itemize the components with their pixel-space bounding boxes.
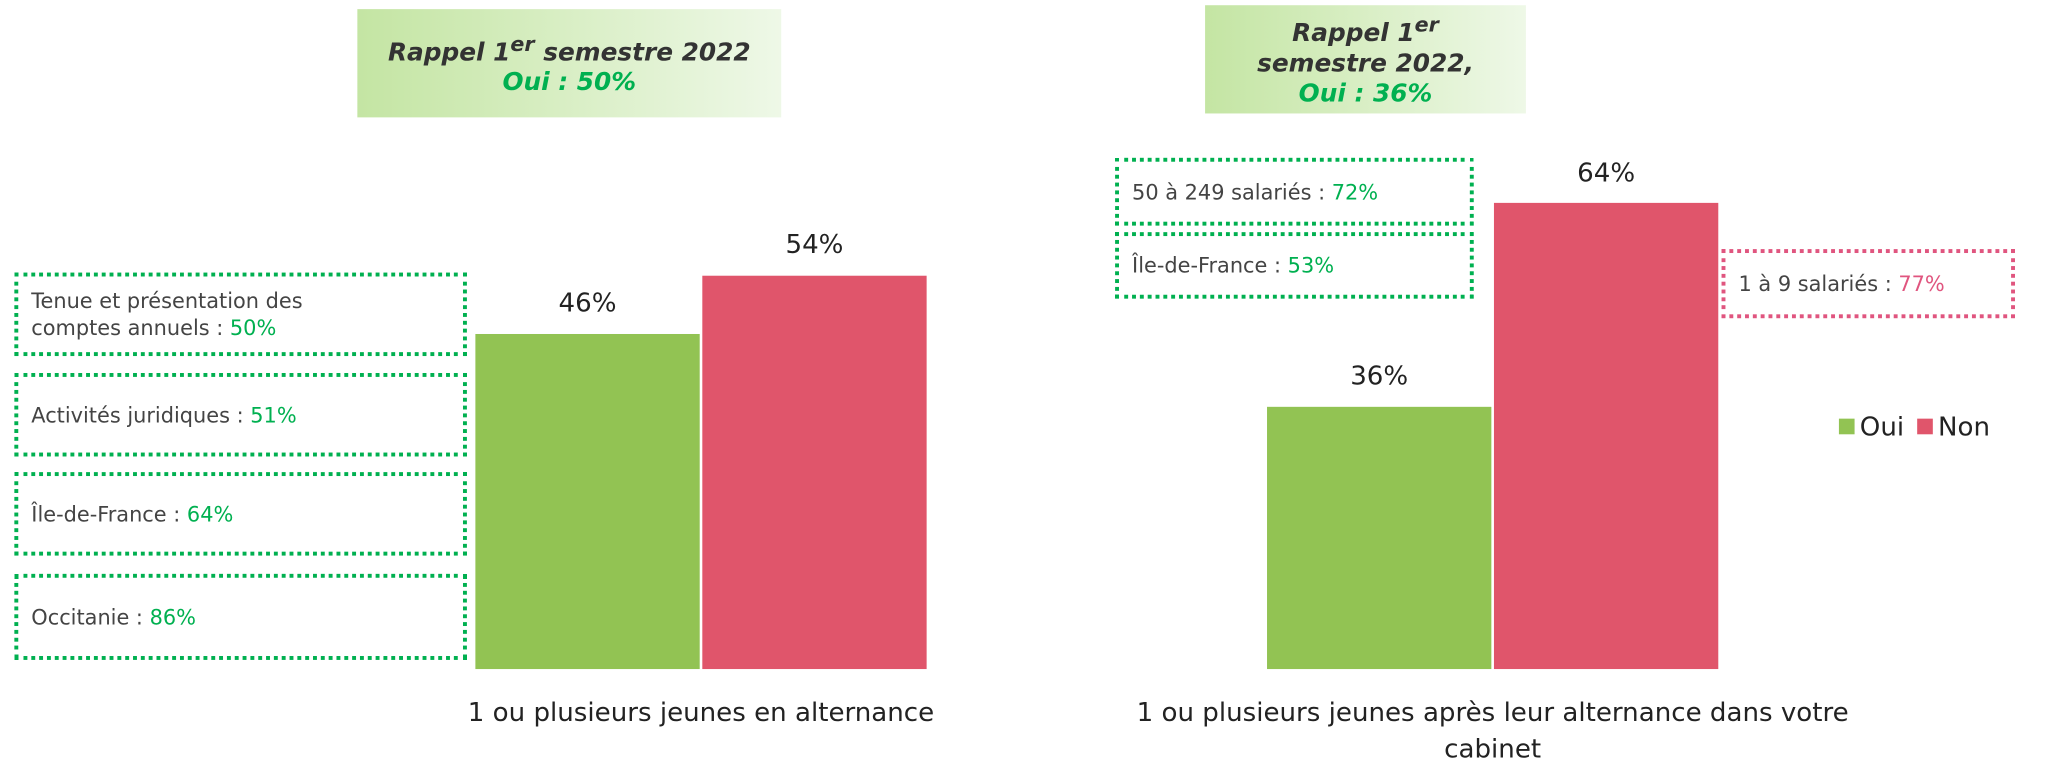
callout-text: Activités juridiques : 51% xyxy=(31,401,296,428)
recall-text: semestre 2022 xyxy=(534,38,751,67)
callout-box: Activités juridiques : 51% xyxy=(14,373,467,457)
x-tick-label: 1 ou plusieurs jeunes en alternance xyxy=(467,696,935,728)
value-label: 46% xyxy=(558,287,617,319)
callout-box: 50 à 249 salariés : 72% xyxy=(1115,157,1474,226)
value-label: 54% xyxy=(785,228,844,261)
recall-title: Rappel 1er semestre 2022 xyxy=(357,28,781,68)
callout-text: 50 à 249 salariés : 72% xyxy=(1132,178,1378,205)
legend-swatch xyxy=(1838,418,1855,435)
callout-box: Île-de-France : 53% xyxy=(1115,232,1474,299)
callout-text: Occitanie : 86% xyxy=(31,603,196,630)
recall-text: Rappel 1 xyxy=(1292,19,1415,48)
callout-label: Tenue et présentation des comptes annuel… xyxy=(31,288,310,341)
recall-box: Rappel 1er semestre 2022 Oui : 50% xyxy=(357,9,782,118)
callout-text: Île-de-France : 64% xyxy=(31,500,233,527)
callout-box: Tenue et présentation des comptes annuel… xyxy=(14,272,467,357)
value-label: 64% xyxy=(1577,155,1636,188)
callout-label: Île-de-France : xyxy=(31,501,187,527)
x-tick-label: 1 ou plusieurs jeunes après leur alterna… xyxy=(1136,696,1849,762)
callout-text: Tenue et présentation des comptes annuel… xyxy=(31,287,383,342)
recall-sup: er xyxy=(510,31,535,56)
callout-label: Île-de-France : xyxy=(1132,253,1288,278)
bar xyxy=(702,275,927,670)
legend-label: Oui xyxy=(1859,410,1905,443)
callout-value: 64% xyxy=(186,501,234,527)
bar xyxy=(1267,406,1492,670)
recall-title: Rappel 1er xyxy=(1205,10,1526,50)
callout-box: Île-de-France : 64% xyxy=(14,472,467,556)
legend-swatch xyxy=(1917,418,1933,435)
callout-value: 77% xyxy=(1898,271,1945,297)
callout-value: 86% xyxy=(149,604,196,630)
callout-value: 51% xyxy=(250,402,297,428)
recall-box: Rappel 1er semestre 2022, Oui : 36% xyxy=(1205,5,1526,114)
value-label: 36% xyxy=(1350,359,1409,392)
recall-oui: Oui : 36% xyxy=(1298,79,1433,108)
recall-sup: er xyxy=(1414,12,1439,37)
legend-label: Non xyxy=(1938,410,1991,443)
callout-box: Occitanie : 86% xyxy=(14,573,467,660)
callout-value: 53% xyxy=(1287,253,1335,278)
recall-text: Rappel 1 xyxy=(387,38,511,67)
callout-label: 50 à 249 salariés : xyxy=(1132,179,1332,205)
callout-value: 72% xyxy=(1331,179,1379,205)
callout-box: 1 à 9 salariés : 77% xyxy=(1721,249,2015,319)
legend: Oui Non xyxy=(1838,410,1991,443)
callout-value: 50% xyxy=(229,315,277,341)
callout-label: 1 à 9 salariés : xyxy=(1738,271,1899,297)
callout-text: 1 à 9 salariés : 77% xyxy=(1738,270,1944,297)
bar xyxy=(475,333,700,670)
recall-title: semestre 2022, xyxy=(1205,49,1526,79)
bar xyxy=(1493,202,1719,670)
callout-label: Activités juridiques : xyxy=(31,402,251,428)
recall-oui: Oui : 50% xyxy=(502,68,637,97)
callout-label: Occitanie : xyxy=(31,604,150,630)
recall-text: semestre 2022, xyxy=(1257,49,1474,78)
callout-text: Île-de-France : 53% xyxy=(1132,252,1334,279)
